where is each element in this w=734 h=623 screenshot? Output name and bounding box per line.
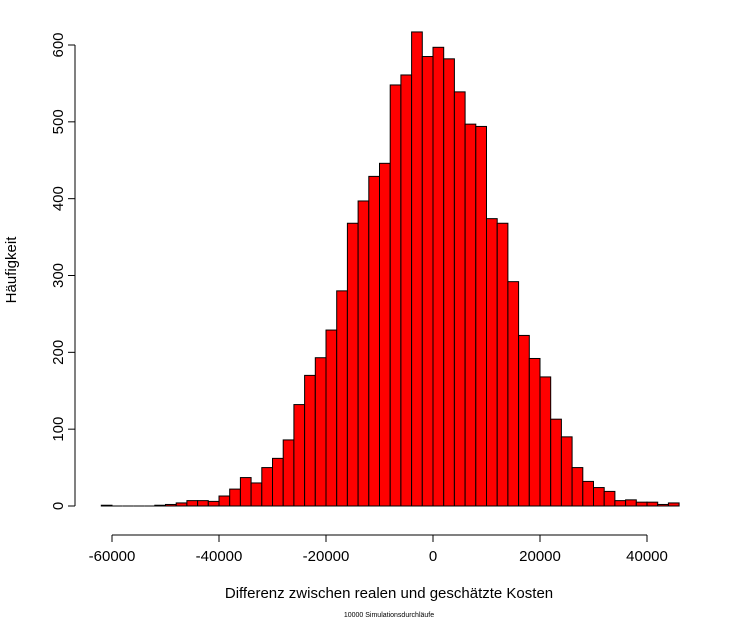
histogram-bar <box>175 502 188 507</box>
histogram-bar <box>614 500 627 507</box>
histogram-bar <box>518 334 530 507</box>
histogram-bar <box>646 501 659 507</box>
histogram-bar <box>218 495 231 507</box>
y-tick-label: 200 <box>50 340 67 365</box>
histogram-bar <box>443 58 455 507</box>
histogram-bar <box>239 477 252 507</box>
histogram-bar <box>325 329 338 507</box>
histogram-bar <box>100 504 113 507</box>
x-axis-title: Differenz zwischen realen und geschätzte… <box>225 585 553 602</box>
histogram-bar <box>165 503 177 507</box>
histogram-bar <box>528 357 541 507</box>
y-tick-label: 300 <box>50 263 67 288</box>
chart-subtitle: 10000 Simulationsdurchläufe <box>344 612 434 619</box>
histogram-bar <box>229 488 241 507</box>
y-tick-label: 100 <box>50 417 67 442</box>
histogram-bar <box>346 222 359 507</box>
histogram-bar <box>421 56 434 507</box>
histogram-bar <box>657 503 669 507</box>
histogram-bar <box>261 467 273 507</box>
histogram-bar <box>475 125 487 507</box>
x-tick-label: 40000 <box>626 548 668 565</box>
histogram-bar <box>582 480 594 507</box>
histogram-bar <box>186 500 199 507</box>
histogram-bar <box>411 31 423 507</box>
x-axis: -60000 -40000 -20000 0 20000 40000 <box>89 534 668 565</box>
x-tick-label: 20000 <box>519 548 561 565</box>
histogram-bar <box>453 91 466 507</box>
histogram-bar <box>272 457 284 507</box>
histogram-bar <box>571 467 584 507</box>
histogram-bar <box>336 290 348 507</box>
histogram-bar <box>400 74 413 507</box>
histogram-bar <box>550 418 562 507</box>
histogram-bar <box>486 218 498 507</box>
histogram-bar <box>368 175 380 507</box>
histogram-bar <box>304 374 316 507</box>
y-tick-label: 400 <box>50 186 67 211</box>
histogram-bar <box>282 439 295 507</box>
y-axis-title: Häufigkeit <box>3 236 20 304</box>
histogram-bar <box>250 482 263 507</box>
y-tick-label: 600 <box>50 32 67 57</box>
histogram-bar <box>357 200 370 507</box>
histogram-bar <box>207 500 220 507</box>
histogram-bar <box>154 504 167 507</box>
histogram-bars <box>100 31 680 507</box>
histogram-bar <box>539 376 552 507</box>
x-tick-label: 0 <box>429 548 437 565</box>
histogram-bar <box>197 500 209 507</box>
x-tick-label: -60000 <box>89 548 136 565</box>
y-tick-label: 0 <box>50 502 67 510</box>
x-tick-label: -40000 <box>196 548 243 565</box>
y-tick-label: 500 <box>50 109 67 134</box>
histogram-bar <box>560 436 573 507</box>
histogram-bar <box>625 499 637 507</box>
histogram-bar <box>464 123 477 507</box>
histogram-bar <box>389 84 402 507</box>
histogram-bar <box>293 404 306 507</box>
histogram-bar <box>667 502 680 507</box>
histogram-bar <box>507 281 520 507</box>
x-tick-label: -20000 <box>303 548 350 565</box>
histogram-bar <box>432 46 445 507</box>
histogram-bar <box>379 162 391 507</box>
histogram-bar <box>635 501 648 507</box>
histogram-bar <box>603 490 616 507</box>
histogram-bar <box>314 357 327 507</box>
histogram-bar <box>496 222 509 507</box>
y-axis: 0 100 200 300 400 500 600 <box>50 32 76 510</box>
histogram-bar <box>593 487 605 507</box>
